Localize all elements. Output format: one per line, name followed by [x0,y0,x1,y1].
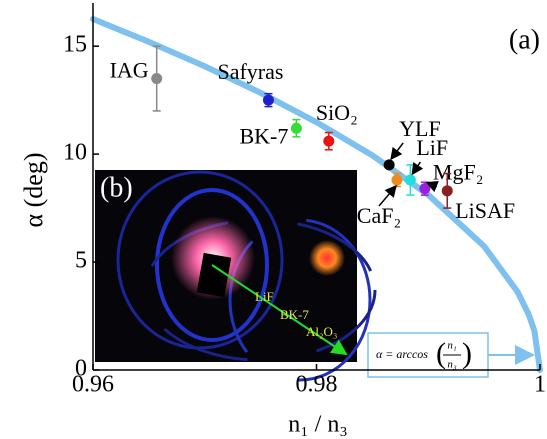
panel-label: (a) [509,24,540,55]
paren: ) [462,337,472,370]
point-label: MgF₂ [433,160,483,185]
label-arrow [391,143,403,159]
page: α = arccos n₁ n₃ ( ) (a) (b) LiF BK-7 Al… [0,0,547,439]
point-label: CaF₂ [357,203,401,228]
inset-label: (b) [100,172,133,203]
inset-image [95,170,375,380]
point [263,95,274,106]
point [405,175,416,186]
y-tick-label: 15 [63,32,87,58]
y-tick-label: 10 [63,140,87,166]
inset-text: Al₂O₃ [306,324,337,339]
point [442,185,453,196]
point [151,73,162,84]
inset-text: LiF [255,289,274,304]
y-axis-label: α (deg) [19,153,48,228]
point-label: LiSAF [455,198,515,223]
point [323,136,334,147]
point [291,123,302,134]
point [391,175,402,186]
formula-num: n₁ [447,340,457,352]
y-tick-label: 5 [75,248,87,274]
formula-lhs: α = arccos [376,347,428,361]
paren: ( [436,337,446,370]
point-label: IAG [110,58,149,83]
x-tick-label: 0.98 [296,372,338,398]
point [384,159,395,170]
x-tick-label: 1 [534,372,546,398]
point-label: SiO₂ [316,100,358,125]
point-label: Safyras [217,59,283,84]
x-axis-label: n₁ / n₃ [288,412,347,438]
chart: α = arccos n₁ n₃ ( ) (a) (b) LiF BK-7 Al… [0,0,547,439]
formula-den: n₃ [447,359,457,371]
point [419,183,430,194]
inset-text: BK-7 [280,307,309,322]
spot [309,240,345,276]
x-tick-label: 0.96 [72,372,114,398]
label-arrow [412,162,420,174]
point-label: BK-7 [239,123,288,148]
point-label: LiF [416,135,448,160]
